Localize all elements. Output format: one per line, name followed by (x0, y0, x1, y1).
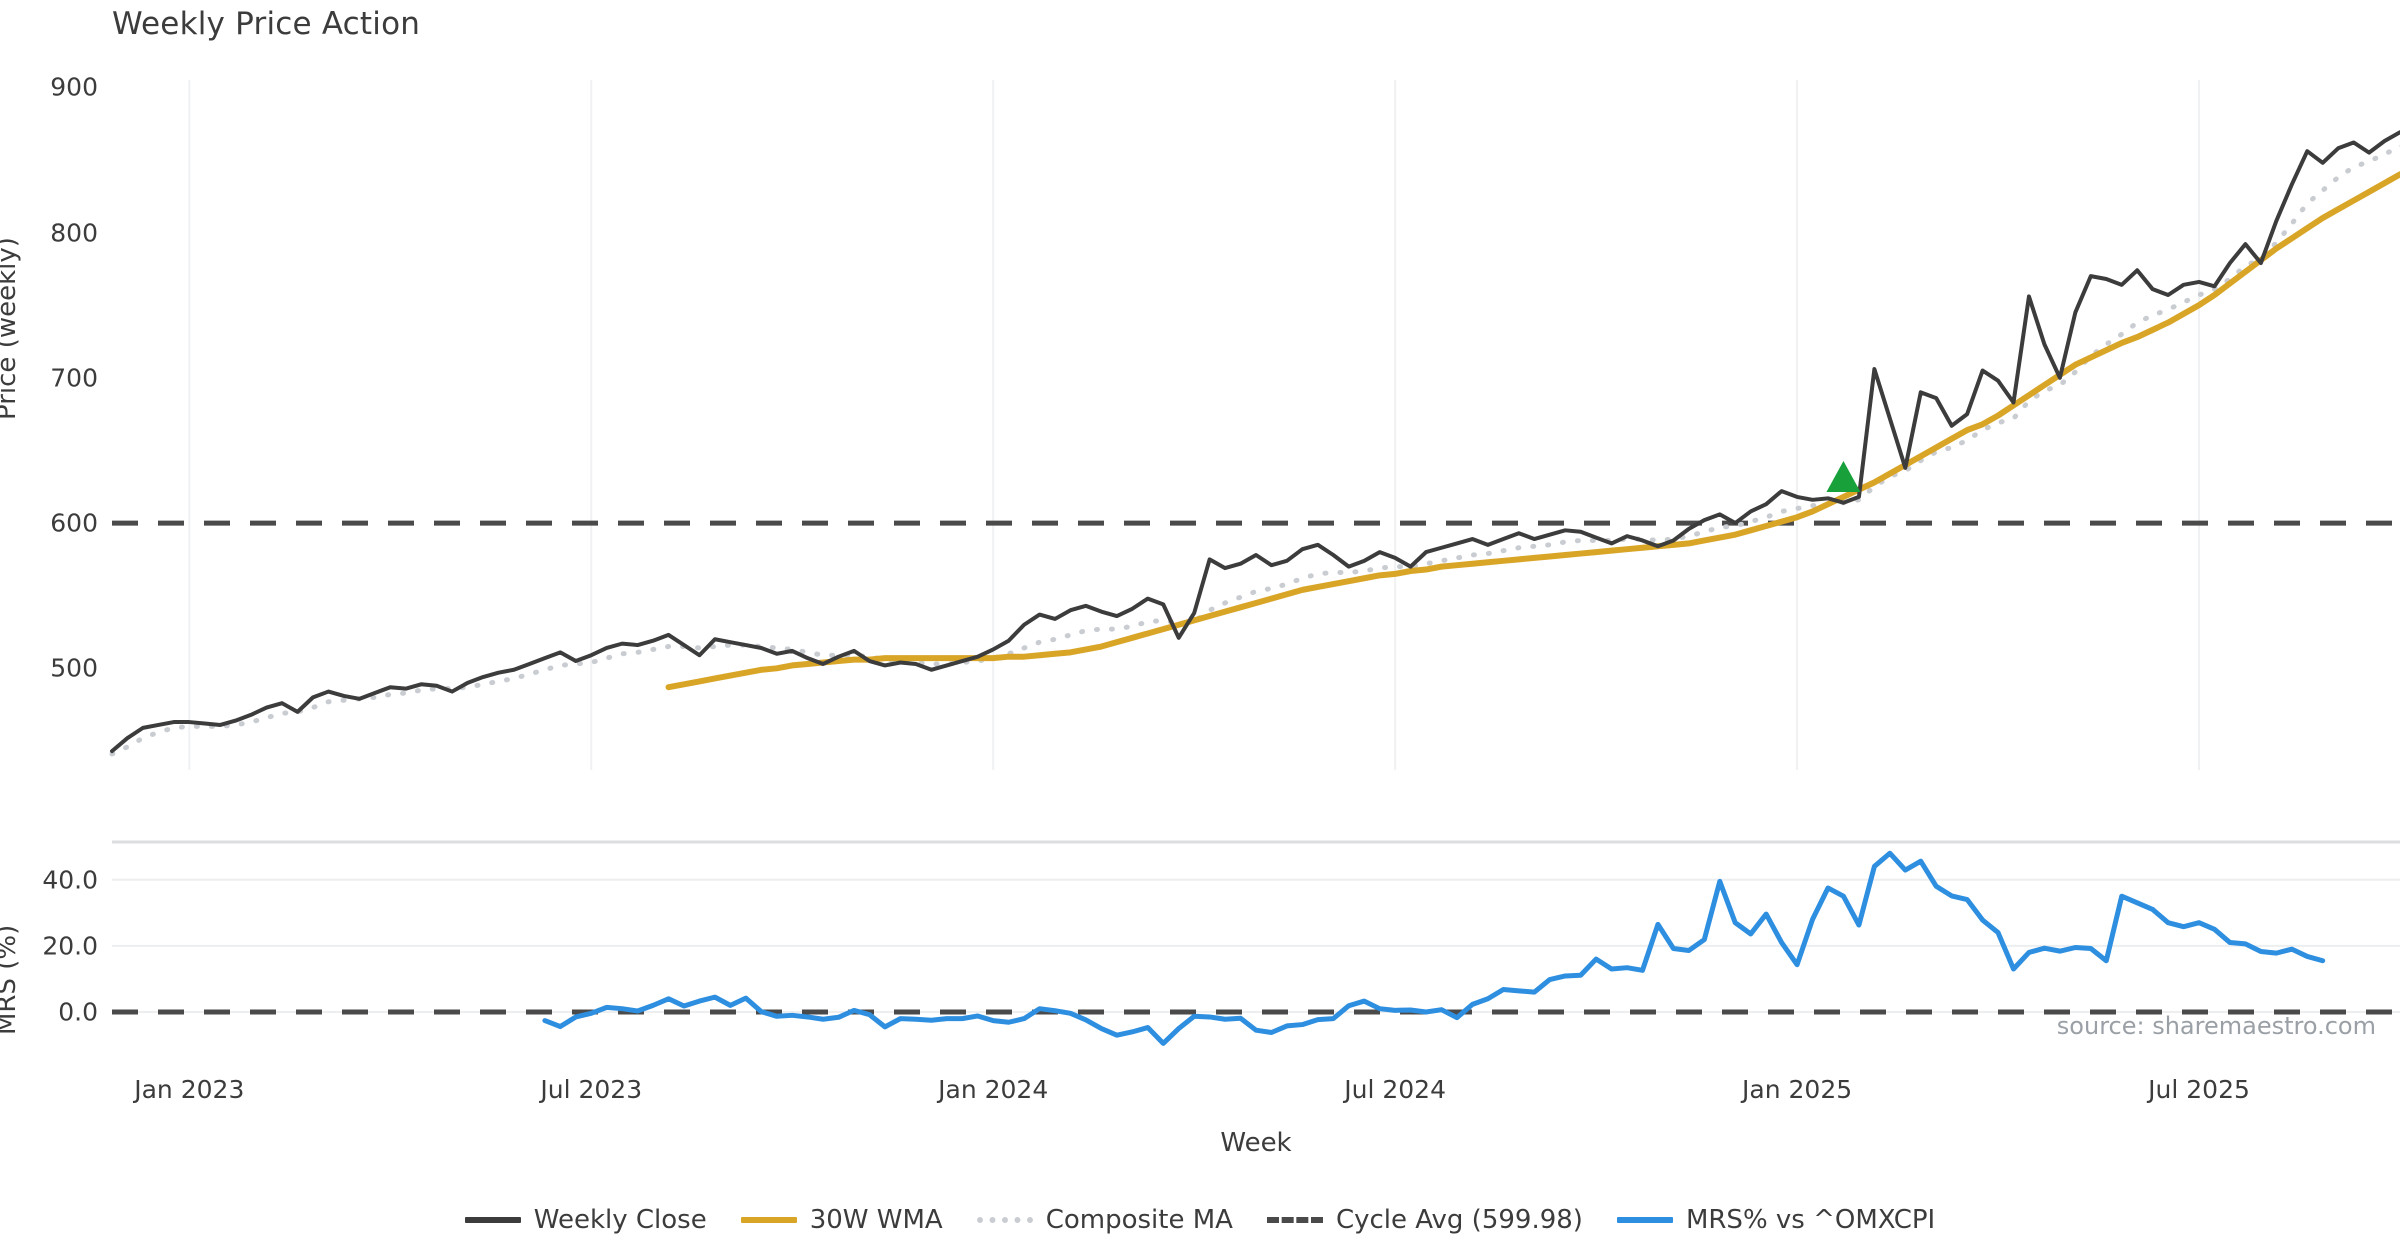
legend-swatch-weekly-close (464, 1217, 521, 1223)
mrs-ytick-0: 40.0 (42, 865, 98, 895)
legend-item-mrs-pct[interactable]: MRS% vs ^OMXCPI (1616, 1205, 1936, 1235)
legend-item-wma-30w[interactable]: 30W WMA (740, 1205, 943, 1235)
x-tick-4: Jan 2025 (1742, 1075, 1853, 1104)
x-tick-1: Jul 2023 (540, 1075, 643, 1104)
legend-item-weekly-close[interactable]: Weekly Close (464, 1205, 707, 1235)
price-ytick-500: 500 (50, 653, 98, 683)
series-line-mrs-pct (542, 850, 2326, 1046)
series-line-30w-wma (665, 171, 2400, 691)
mrs-ytick-1: 20.0 (42, 931, 98, 961)
x-axis-label: Week (1220, 1128, 1292, 1158)
x-axis-ticks: Jan 2023 Jul 2023 Jan 2024 Jul 2024 Jan 2025… (112, 1075, 2400, 1109)
page-title: Weekly Price Action (112, 6, 421, 42)
legend-item-cycle-avg[interactable]: Cycle Avg (599.98) (1266, 1205, 1583, 1235)
legend-swatch-composite-ma (976, 1217, 1033, 1223)
buy-signal-marker[interactable] (1826, 461, 1861, 492)
source-watermark: source: sharemaestro.com (2056, 1012, 2376, 1040)
x-tick-5: Jul 2025 (2148, 1075, 2250, 1104)
price-ytick-800: 800 (50, 218, 98, 248)
chart-legend: Weekly Close 30W WMA Composite MA Cycle Avg… (0, 1205, 2400, 1235)
legend-item-composite-ma[interactable]: Composite MA (976, 1205, 1233, 1235)
legend-label-mrs-pct: MRS% vs ^OMXCPI (1685, 1205, 1936, 1235)
mrs-ytick-2: 0.0 (58, 997, 98, 1027)
series-line-weekly-close (110, 130, 2400, 754)
x-tick-2: Jan 2024 (938, 1075, 1049, 1104)
legend-swatch-wma-30w (740, 1217, 797, 1223)
x-tick-0: Jan 2023 (134, 1075, 245, 1104)
price-plot-area (109, 80, 2400, 770)
price-ytick-700: 700 (50, 363, 98, 393)
legend-label-composite-ma: Composite MA (1045, 1205, 1233, 1235)
mrs-plot-area (112, 840, 2400, 1046)
mrs-y-axis-label: MRS (%) (0, 924, 22, 1035)
series-line-composite-ma (109, 144, 2400, 757)
price-y-axis-label: Price (weekly) (0, 237, 22, 420)
legend-label-cycle-avg: Cycle Avg (599.98) (1335, 1205, 1583, 1235)
legend-swatch-mrs-pct (1616, 1217, 1673, 1223)
legend-label-wma-30w: 30W WMA (809, 1205, 943, 1235)
x-tick-3: Jul 2024 (1344, 1075, 1446, 1104)
price-ytick-600: 600 (50, 508, 98, 538)
legend-label-weekly-close: Weekly Close (533, 1205, 707, 1235)
mrs-chart-panel: 40.0 20.0 0.0 (42, 840, 2400, 1055)
legend-swatch-cycle-avg (1266, 1217, 1323, 1223)
price-chart-panel: 900 800 700 600 500 (50, 73, 2400, 770)
price-ytick-900: 900 (50, 72, 98, 102)
